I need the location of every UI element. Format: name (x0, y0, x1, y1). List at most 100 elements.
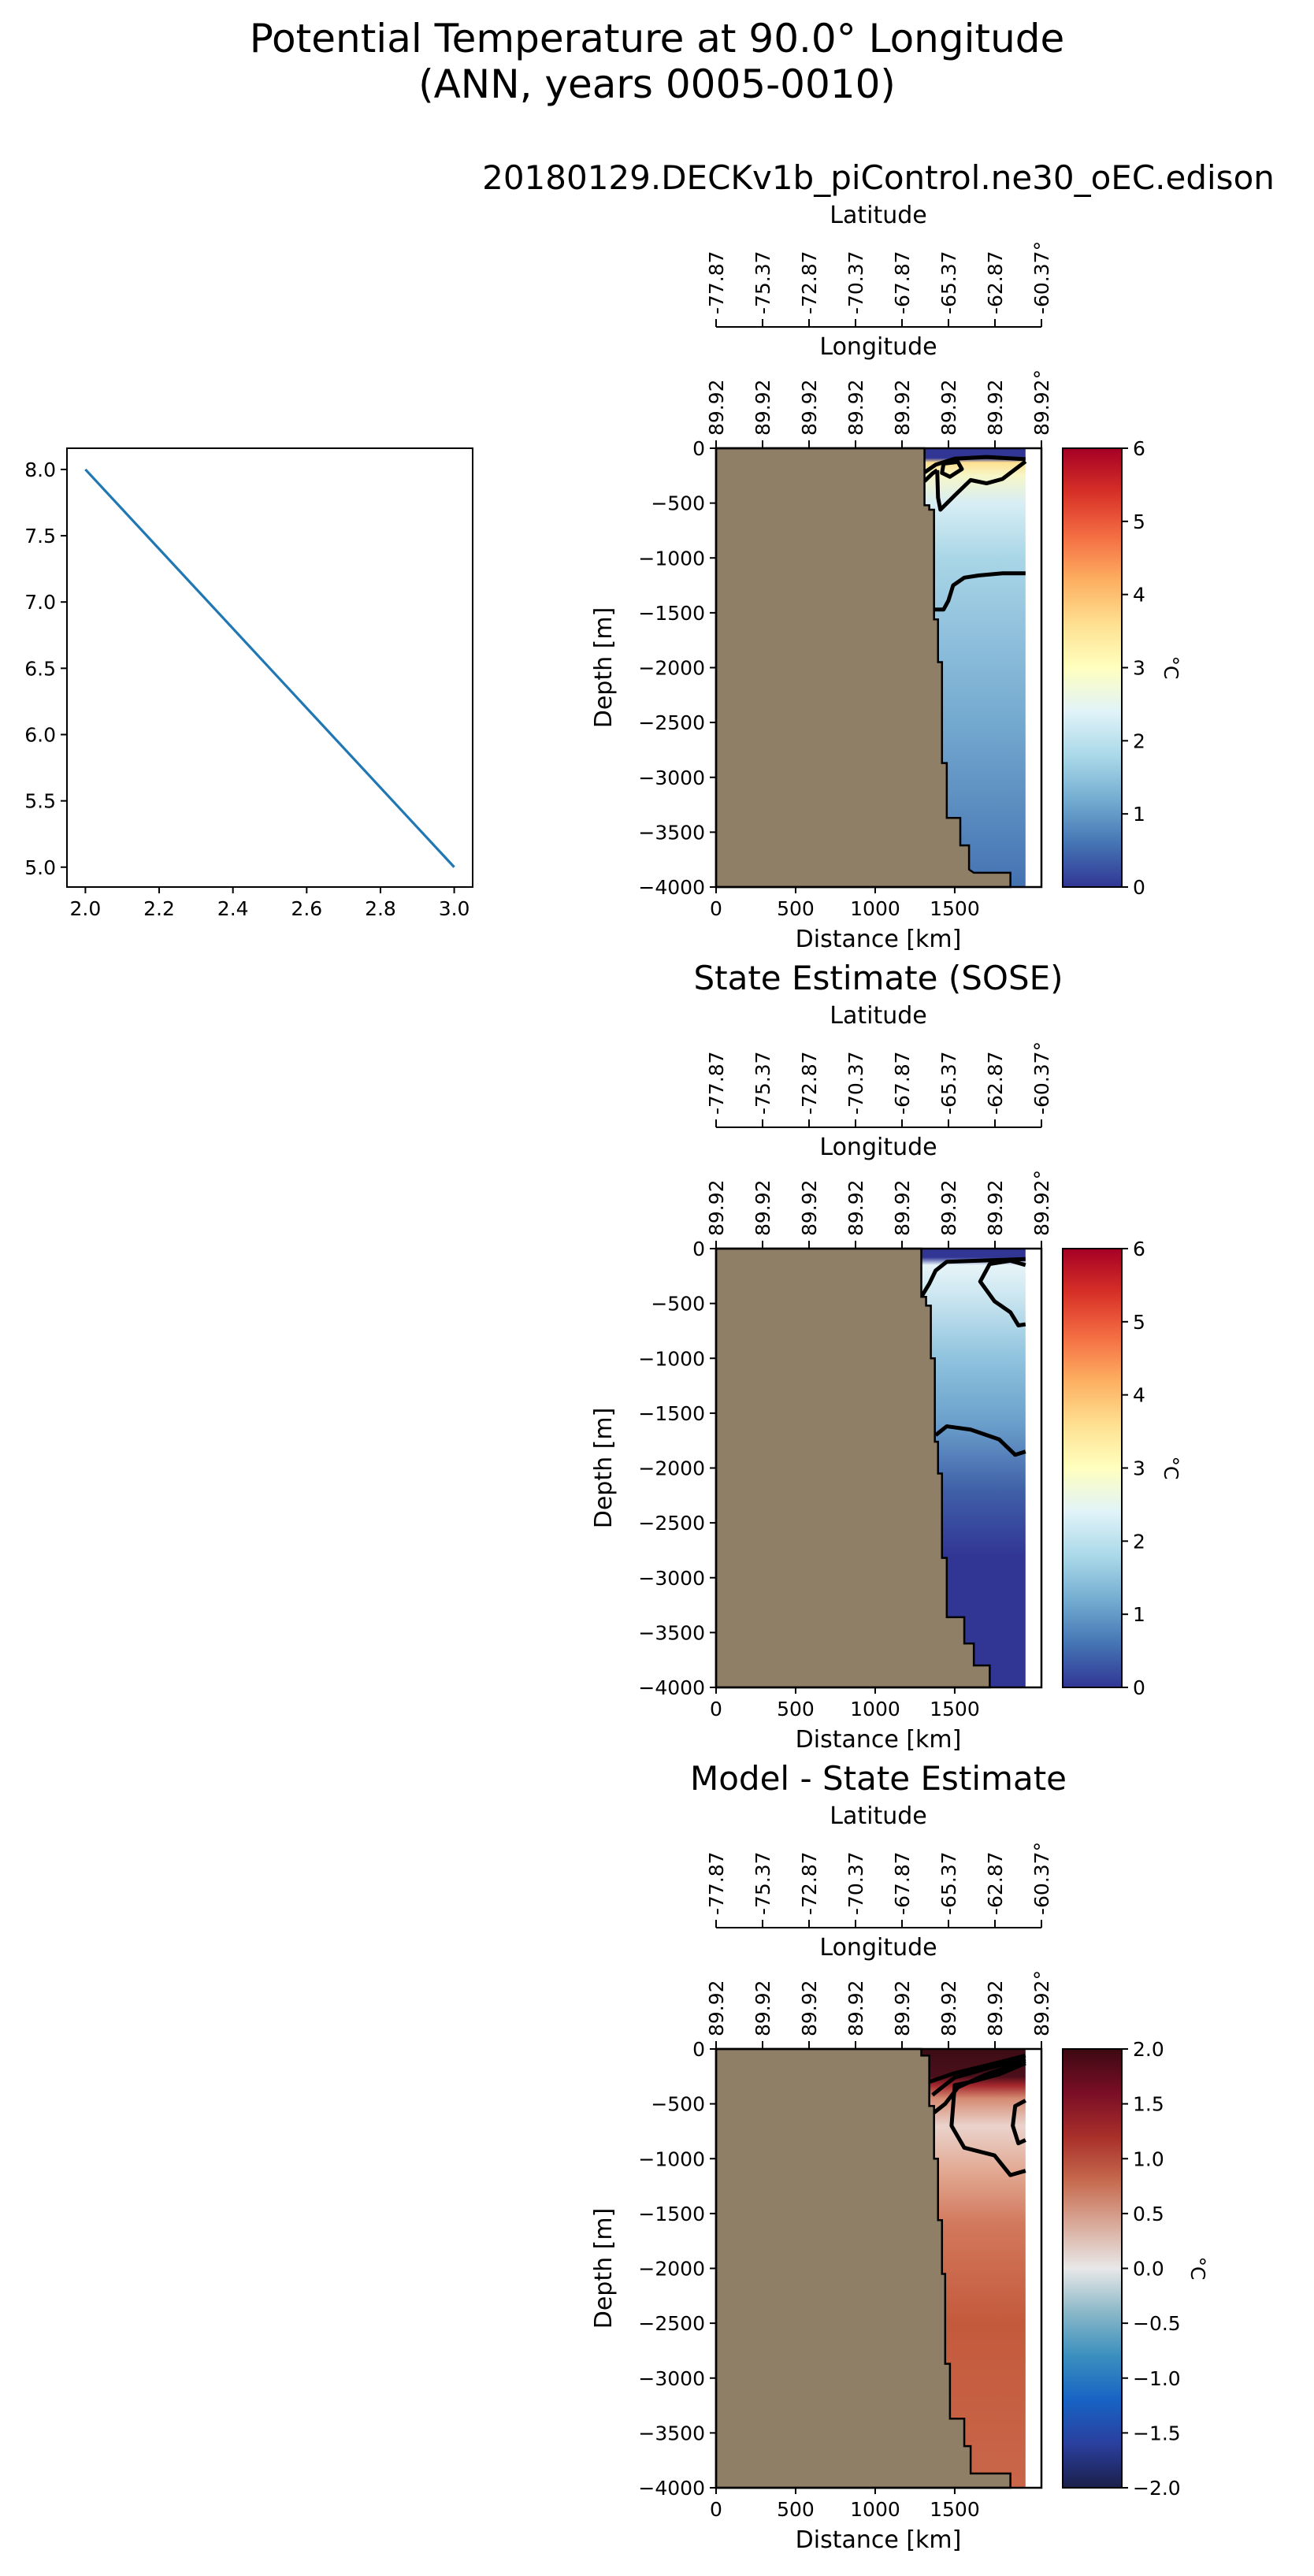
x-tick-label: 1500 (930, 897, 980, 920)
y-tick-label: −2500 (638, 711, 705, 734)
lat-axis-tick-label: -67.87 (891, 1051, 914, 1115)
colorbar-tick-label: 1.0 (1133, 2147, 1164, 2170)
x-tick-label: 3.0 (439, 897, 470, 920)
lat-axis-tick-label: -70.37 (844, 1051, 867, 1115)
y-tick-label: −2000 (638, 657, 705, 680)
lon-axis-tick-label: 89.92 (844, 379, 867, 436)
x-tick-label: 500 (777, 2498, 815, 2521)
colorbar-tick-label: −0.5 (1133, 2312, 1181, 2335)
x-tick-label: 0 (710, 2498, 722, 2521)
colorbar-label: °C (1160, 1457, 1182, 1480)
x-tick-label: 500 (777, 897, 815, 920)
y-axis-label: Depth [m] (590, 2208, 618, 2329)
lon-axis-tick-label: 89.92 (705, 1980, 728, 2036)
lon-axis-tick-label: 89.92 (798, 1980, 821, 2036)
contour-line (978, 1258, 1026, 1327)
line-plot: 2.0 2.2 2.4 2.6 2.8 3.0 5.0 5.5 6.0 6.5 7.0 7.5 8.0 (24, 447, 473, 920)
contours (928, 2053, 1026, 2177)
x-axis-label: Distance [km] (796, 926, 962, 953)
y-tick-label: 8.0 (24, 458, 56, 481)
lat-axis-tick-label: -72.87 (798, 1851, 821, 1915)
lon-axis-tick-label: 89.92 (705, 379, 728, 436)
colorbar-tick-label: 0 (1133, 1676, 1145, 1699)
y-tick-label: 7.5 (24, 525, 56, 547)
colorbar: 0 1 2 3 4 5 6 °C (1062, 1238, 1182, 1699)
section-panel-2: State Estimate (SOSE) Latitude -77.87 -75.3… (590, 959, 1182, 1754)
lon-axis-tick-label: 89.92 (984, 379, 1007, 436)
contour-line (919, 1256, 1026, 1298)
colorbar-tick-label: 1.5 (1133, 2093, 1164, 2116)
bathymetry-land (715, 1247, 991, 1689)
colorbar: 0 1 2 3 4 5 6 °C (1062, 437, 1182, 899)
colorbar-gradient (1062, 1248, 1123, 1688)
y-tick-label: −3500 (638, 2422, 705, 2444)
y-tick-label: −3000 (638, 2367, 705, 2390)
lon-axis-tick-label: 89.92 (937, 379, 960, 436)
x-tick-label: 500 (777, 1698, 815, 1720)
x-tick-label: 2.2 (143, 897, 175, 920)
lat-axis-tick-label: -62.87 (984, 1051, 1007, 1115)
x-tick-label: 2.8 (365, 897, 396, 920)
colorbar-tick-label: 3 (1133, 1457, 1145, 1480)
x-tick-label: 1500 (930, 2498, 980, 2521)
lat-axis-tick-label: -75.37 (752, 1851, 774, 1915)
x-tick-label: 1000 (850, 1698, 900, 1720)
contour-line (934, 1424, 1026, 1457)
contour-line (931, 2057, 1026, 2097)
section-panel-1: 20180129.DECKv1b_piControl.ne30_oEC.edis… (482, 158, 1275, 953)
y-tick-label: −1500 (638, 1402, 705, 1425)
x-tick-label: 1500 (930, 1698, 980, 1720)
y-tick-label: 5.0 (24, 856, 56, 879)
lat-axis-label: Latitude (830, 1802, 926, 1830)
lat-axis-tick-label: -75.37 (752, 251, 774, 314)
y-tick-label: 0 (692, 437, 705, 460)
lon-axis-tick-label: 89.92 (937, 1179, 960, 1236)
y-tick-label: −2000 (638, 1457, 705, 1480)
lat-axis-tick-label: -70.37 (844, 251, 867, 314)
y-tick-label: −3000 (638, 766, 705, 789)
y-tick-label: 5.5 (24, 790, 56, 813)
y-axis-label: Depth [m] (590, 1408, 618, 1529)
lat-axis-tick-label: -72.87 (798, 251, 821, 314)
y-tick-label: −4000 (638, 1676, 705, 1699)
colorbar-tick-label: 5 (1133, 1311, 1145, 1334)
colorbar-tick-label: 5 (1133, 510, 1145, 533)
lat-axis-tick-label: -77.87 (705, 251, 728, 314)
lat-axis-tick-label: -75.37 (752, 1051, 774, 1115)
lon-axis-tick-label: 89.92 (984, 1179, 1007, 1236)
y-tick-label: −500 (651, 1293, 705, 1316)
lat-axis-tick-label: -72.87 (798, 1051, 821, 1115)
lat-axis-label: Latitude (830, 202, 926, 229)
lat-axis-tick-label: -60.37° (1030, 1041, 1053, 1115)
contour-line (923, 455, 1026, 474)
colorbar: −2.0 −1.5 −1.0 −0.5 0.0 0.5 1.0 1.5 2.0 °C (1062, 2038, 1209, 2500)
colorbar-tick-label: 6 (1133, 1238, 1145, 1260)
lon-axis-tick-label: 89.92 (984, 1980, 1007, 2036)
lon-axis-tick-label: 89.92° (1030, 1970, 1053, 2036)
lat-axis-tick-label: -77.87 (705, 1851, 728, 1915)
colorbar-tick-label: 0.5 (1133, 2203, 1164, 2225)
colorbar-gradient (1062, 447, 1123, 888)
lat-axis-tick-label: -65.37 (937, 1051, 960, 1115)
lon-axis-tick-label: 89.92 (844, 1980, 867, 2036)
colorbar-tick-label: 4 (1133, 1384, 1145, 1407)
lon-axis-tick-label: 89.92 (844, 1179, 867, 1236)
y-tick-label: −500 (651, 492, 705, 515)
colorbar-tick-label: −2.0 (1133, 2477, 1181, 2500)
x-tick-label: 1000 (850, 897, 900, 920)
y-tick-label: 6.5 (24, 657, 56, 680)
y-tick-label: −4000 (638, 876, 705, 899)
lat-axis-tick-label: -62.87 (984, 251, 1007, 314)
lon-axis-tick-label: 89.92 (798, 1179, 821, 1236)
colorbar-tick-label: −1.0 (1133, 2367, 1181, 2390)
colorbar-tick-label: 4 (1133, 584, 1145, 607)
lon-axis-tick-label: 89.92 (752, 1980, 774, 2036)
x-tick-label: 0 (710, 897, 722, 920)
lat-axis-tick-label: -65.37 (937, 251, 960, 314)
colorbar-tick-label: 1 (1133, 1603, 1145, 1626)
panel-title: Model - State Estimate (690, 1759, 1067, 1798)
contour-line (934, 571, 1026, 612)
x-tick-label: 2.0 (70, 897, 102, 920)
y-tick-label: −1500 (638, 602, 705, 625)
lat-axis-tick-label: -60.37° (1030, 241, 1053, 314)
